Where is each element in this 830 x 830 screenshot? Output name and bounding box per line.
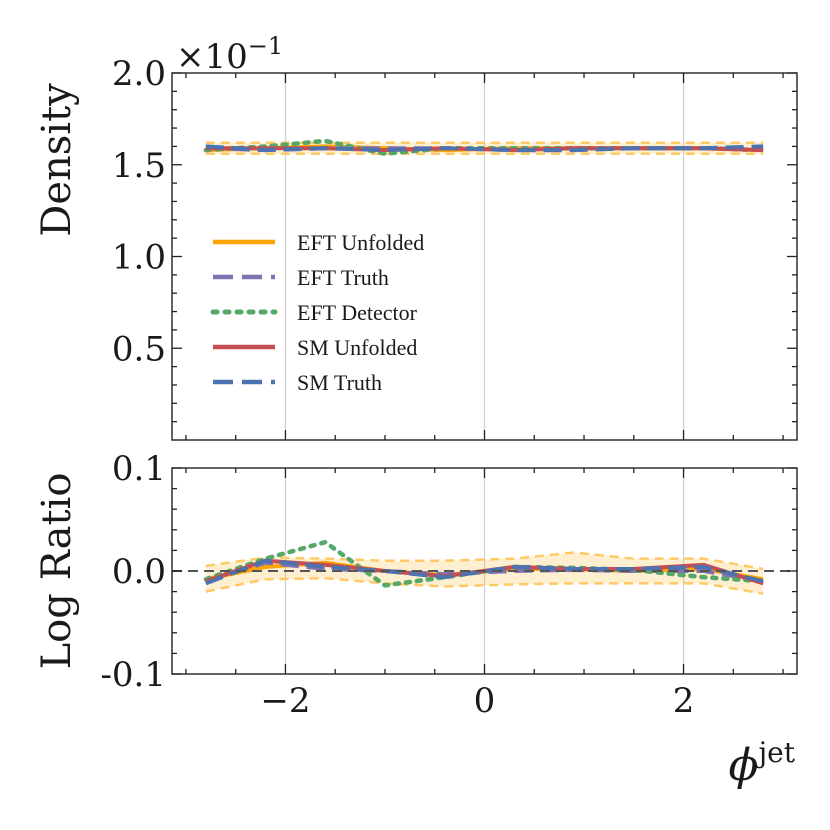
legend-label: EFT Truth [297,265,389,290]
ratio-ylabel: Log Ratio [34,473,80,670]
y-tick-label: 0.0 [112,552,166,592]
ratio-band-lower-edge [205,576,764,595]
legend-label: EFT Detector [297,300,418,325]
density-offset-exponent: −1 [248,32,283,60]
density-offset-text: ×10−1 [176,32,283,77]
ratio-xlabel: ϕjet [728,736,795,791]
legend-label: SM Unfolded [297,335,417,360]
x-tick-label: 0 [474,681,496,721]
series-eft-detector [203,539,766,588]
density-ticks [172,72,797,440]
ratio-panel: -0.1 0.0 0.1 −2 0 2 Log Ratio ϕjet [34,449,798,791]
legend: EFT Unfolded EFT Truth EFT Detector SM Unfo… [210,230,424,395]
ratio-ytick-labels: -0.1 0.0 0.1 [100,449,166,695]
density-series [203,138,766,156]
y-tick-label: -0.1 [100,655,166,695]
x-tick-label: −2 [260,681,310,721]
ratio-series [172,539,797,588]
density-ytick-labels: 0.5 1.0 1.5 2.0 [112,54,166,369]
density-panel: 0.51.01.52.0 Density ×10−1 EFT UnfoldedE… [34,32,798,441]
ratio-band-upper-edge [205,551,764,571]
series-sm-truth [205,558,764,586]
density-grid [284,73,685,440]
ratio-ticks [172,467,797,675]
legend-label: EFT Unfolded [297,230,424,255]
density-offset-base: ×10 [176,37,248,77]
y-tick-label: 2.0 [112,54,166,94]
density-ylabel: Density [34,83,80,237]
y-tick-label: 0.5 [112,329,166,369]
series-sm-truth [205,144,764,153]
y-tick-label: 1.5 [112,146,166,186]
y-tick-label: 0.1 [112,449,166,489]
x-tick-label: 2 [673,681,695,721]
y-tick-label: 1.0 [112,238,166,278]
legend-label: SM Truth [297,370,382,395]
ratio-xtick-labels: −2 0 2 [260,681,694,721]
xlabel-symbol: ϕ [728,740,758,791]
xlabel-superscript: jet [755,736,795,769]
